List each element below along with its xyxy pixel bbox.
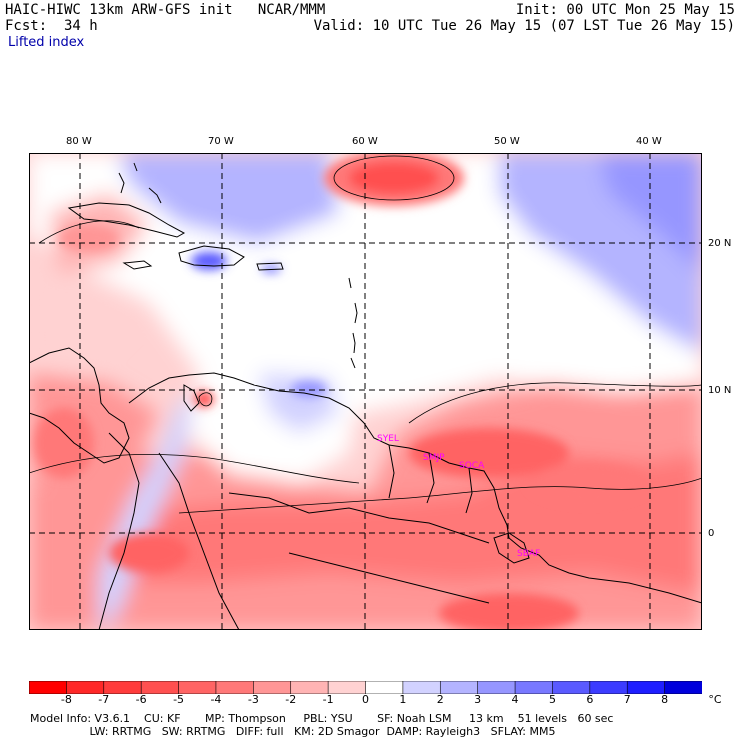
colorbar-tick-label: 7 bbox=[623, 693, 631, 706]
forecast-hours: 34 h bbox=[64, 18, 98, 34]
footer-model-info: Model Info: V3.6.1 CU: KF MP: Thompson P… bbox=[30, 712, 614, 725]
station-syel: SYEL bbox=[377, 434, 399, 444]
colorbar-tick-label: 4 bbox=[511, 693, 519, 706]
lat-label-10n: 10 N bbox=[708, 385, 732, 396]
init-time: Init: 00 UTC Mon 25 May 15 bbox=[515, 2, 735, 18]
lon-label-40w: 40 W bbox=[636, 136, 662, 147]
colorbar-swatch bbox=[327, 681, 367, 694]
colorbar-tick-label: -8 bbox=[60, 693, 72, 706]
li-contours bbox=[29, 155, 702, 514]
colorbar-tick-label: 5 bbox=[548, 693, 556, 706]
colorbar-swatch bbox=[664, 681, 702, 694]
colorbar bbox=[29, 681, 702, 694]
colorbar-swatch bbox=[402, 681, 442, 694]
lon-label-50w: 50 W bbox=[494, 136, 520, 147]
lifted-index-map: SYEL SMJP SOCA SBAF bbox=[29, 153, 702, 630]
station-smjp: SMJP bbox=[423, 453, 445, 463]
model-title: HAIC-HIWC 13km ARW-GFS init NCAR/MMM bbox=[5, 2, 326, 18]
colorbar-tick-label: -4 bbox=[210, 693, 222, 706]
colorbar-swatch bbox=[514, 681, 554, 694]
colorbar-tick-label: -3 bbox=[247, 693, 259, 706]
station-soca: SOCA bbox=[459, 461, 485, 471]
colorbar-tick-label: 2 bbox=[436, 693, 444, 706]
colorbar-unit: °C bbox=[708, 693, 722, 706]
forecast-label: Fcst: bbox=[5, 18, 48, 34]
colorbar-tick-label: -2 bbox=[285, 693, 297, 706]
colorbar-tick-label: 6 bbox=[586, 693, 594, 706]
colorbar-tick-label: -6 bbox=[135, 693, 147, 706]
valid-time: Valid: 10 UTC Tue 26 May 15 (07 LST Tue … bbox=[313, 18, 735, 34]
colorbar-swatch bbox=[439, 681, 479, 694]
map-frame bbox=[29, 153, 702, 630]
colorbar-swatch bbox=[589, 681, 629, 694]
field-name: Lifted index bbox=[8, 35, 85, 50]
lat-label-equator: 0 bbox=[708, 528, 715, 539]
field-features bbox=[34, 153, 649, 630]
colorbar-swatch bbox=[552, 681, 591, 694]
colorbar-tick-label: -1 bbox=[322, 693, 334, 706]
colorbar-swatch bbox=[626, 681, 666, 694]
colorbar-tick-label: 3 bbox=[474, 693, 482, 706]
lon-label-60w: 60 W bbox=[352, 136, 378, 147]
colorbar-tick-label: 1 bbox=[399, 693, 407, 706]
colorbar-tick-label: -7 bbox=[98, 693, 110, 706]
colorbar-swatch bbox=[477, 681, 516, 694]
lon-label-70w: 70 W bbox=[208, 136, 234, 147]
colorbar-tick-label: -5 bbox=[173, 693, 185, 706]
colorbar-tick-label: 8 bbox=[661, 693, 669, 706]
colorbar-tick-label: 0 bbox=[362, 693, 369, 706]
lat-lon-grid bbox=[29, 153, 702, 630]
lat-label-20n: 20 N bbox=[708, 238, 732, 249]
footer-physics-info: LW: RRTMG SW: RRTMG DIFF: full KM: 2D Sm… bbox=[30, 725, 556, 738]
colorbar-swatch bbox=[365, 681, 404, 694]
coastlines bbox=[29, 162, 702, 630]
lon-label-80w: 80 W bbox=[66, 136, 92, 147]
station-sbaf: SBAF bbox=[517, 549, 540, 559]
